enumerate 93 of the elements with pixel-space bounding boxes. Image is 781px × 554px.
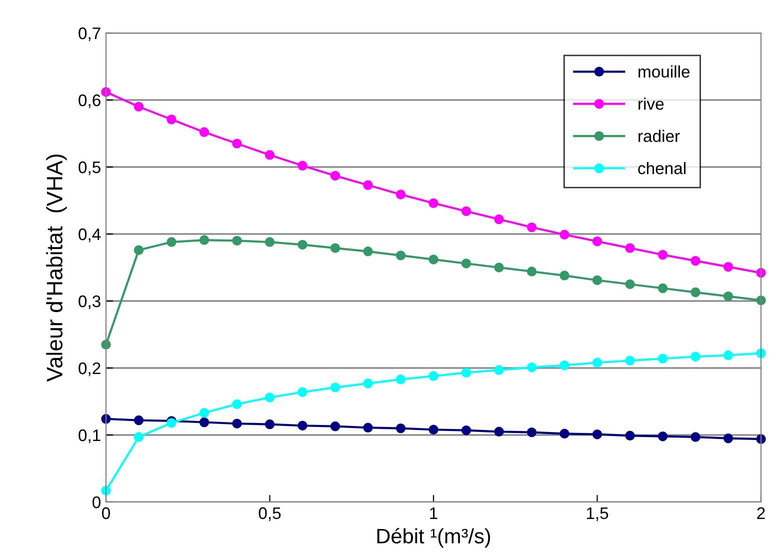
point	[592, 275, 602, 286]
point	[592, 429, 602, 440]
point	[690, 287, 700, 298]
point	[166, 114, 176, 124]
point	[330, 170, 340, 181]
point	[298, 240, 308, 250]
point	[428, 424, 438, 434]
x-tick-label: 2	[757, 507, 765, 519]
y-axis-title: Valeur d'Habitat (VHA)	[46, 154, 67, 382]
point	[232, 236, 242, 246]
point	[526, 266, 537, 276]
point	[199, 127, 210, 138]
point	[690, 352, 700, 362]
point	[428, 254, 438, 264]
legend-label: chenal	[638, 162, 686, 174]
point	[363, 180, 373, 190]
point	[134, 102, 144, 112]
x-tick-label: 0	[102, 507, 110, 520]
point	[396, 374, 406, 384]
point	[330, 421, 340, 432]
point	[526, 362, 537, 372]
point	[330, 382, 340, 392]
point	[232, 418, 242, 428]
point	[625, 279, 635, 290]
point	[625, 430, 635, 441]
point	[723, 350, 734, 360]
point	[625, 243, 635, 253]
point	[264, 237, 275, 247]
legend-label: mouille	[638, 65, 690, 78]
point	[199, 235, 210, 245]
y-tick-label: 0	[92, 496, 100, 508]
y-tick-label: 0,7	[78, 27, 100, 42]
x-tick-label: 1,5	[586, 507, 608, 522]
point	[363, 246, 373, 256]
y-tick-label: 0,5	[78, 161, 100, 176]
point	[134, 245, 144, 255]
point	[560, 270, 570, 280]
point	[298, 420, 308, 430]
x-tick-label: 0,5	[258, 507, 281, 522]
point	[461, 206, 472, 216]
point	[494, 426, 504, 437]
point	[330, 243, 340, 253]
point	[494, 214, 504, 224]
point	[264, 150, 275, 160]
point	[658, 431, 668, 442]
point	[396, 423, 406, 434]
point	[396, 250, 406, 260]
point	[232, 399, 242, 410]
point	[298, 387, 308, 397]
point	[428, 198, 438, 208]
point	[560, 230, 570, 240]
point	[298, 160, 308, 171]
point	[363, 378, 373, 388]
point	[690, 256, 700, 266]
point	[723, 262, 734, 272]
point	[560, 360, 570, 370]
point	[134, 432, 144, 442]
point	[494, 262, 504, 272]
point	[166, 237, 176, 247]
y-tick-label: 0,2	[78, 362, 100, 376]
point	[363, 422, 373, 432]
point	[592, 236, 602, 246]
y-tick-label: 0,3	[78, 295, 100, 310]
point	[199, 408, 210, 418]
point	[232, 138, 242, 148]
legend-label: rive	[638, 98, 664, 110]
point	[264, 419, 275, 430]
x-tick-label: 1	[430, 507, 438, 519]
point	[625, 356, 635, 366]
point	[461, 368, 472, 378]
y-tick-label: 0,6	[78, 94, 100, 108]
point	[526, 427, 537, 438]
point	[199, 417, 210, 428]
point	[658, 283, 668, 294]
point	[461, 258, 472, 268]
x-axis-title: Débit ¹(m³/s)	[377, 528, 490, 548]
y-tick-label: 0,1	[78, 429, 100, 444]
point	[690, 432, 700, 442]
point	[264, 392, 275, 402]
point	[560, 428, 570, 439]
point	[428, 371, 438, 381]
legend-label: radier	[638, 130, 680, 142]
point	[592, 358, 602, 368]
point	[658, 354, 668, 364]
point	[526, 222, 537, 232]
y-tick-label: 0,4	[78, 228, 101, 242]
point	[134, 415, 144, 426]
point	[461, 425, 472, 436]
point	[723, 433, 734, 444]
point	[396, 190, 406, 200]
point	[494, 365, 504, 375]
point	[723, 291, 734, 302]
point	[658, 250, 668, 260]
